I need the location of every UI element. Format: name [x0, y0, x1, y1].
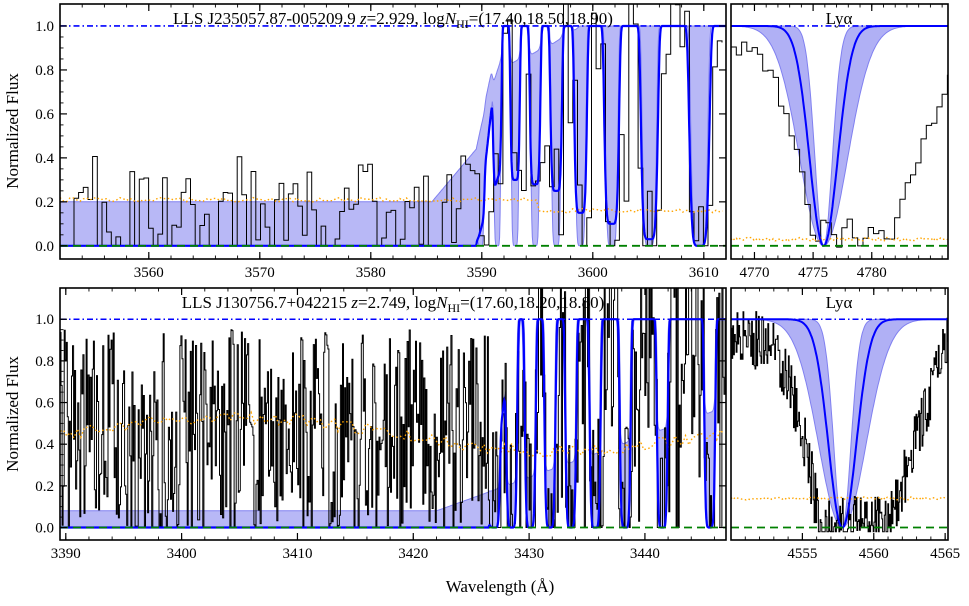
y-tick-label: 0.6 [35, 107, 54, 123]
error-line [731, 495, 948, 501]
y-tick-label: 0.4 [35, 151, 54, 167]
x-tick-label: 4560 [859, 546, 889, 562]
x-tick-label: 4770 [739, 265, 769, 281]
uncertainty-band [60, 318, 726, 528]
y-tick-label: 0.2 [35, 195, 54, 211]
panel-title: Lyα [826, 293, 853, 312]
panel-top-right: 4770 4775 4780 Lyα [730, 3, 949, 281]
y-tick-label: 0.8 [35, 354, 54, 370]
x-tick-label: 3420 [398, 546, 428, 562]
y-tick-label: 0.2 [35, 479, 54, 495]
plot-frame [730, 3, 949, 260]
plot-frame [59, 287, 727, 541]
model-line [731, 25, 948, 247]
y-tick-label: 1.0 [35, 19, 54, 35]
y-tick-label: 0.8 [35, 63, 54, 79]
x-axis-label: Wavelength (Å) [446, 577, 555, 596]
panel-top-left: 3560 3570 3580 3590 3600 3610 0.0 0.2 0.4 0.6 0.8 1… [35, 3, 727, 281]
error-line [731, 236, 948, 242]
x-tick-label: 3570 [245, 265, 275, 281]
y-axis-label-top: Normalized Flux [3, 73, 22, 189]
error-line [60, 196, 723, 214]
uncertainty-band [60, 25, 726, 247]
x-tick-label: 3590 [467, 265, 497, 281]
x-tick-label: 3390 [51, 546, 81, 562]
x-tick-label: 3580 [356, 265, 386, 281]
panel-title: LLS J235057.87-005209.9 z=2.929, logNHI=… [173, 9, 613, 31]
x-tick-label: 4555 [787, 546, 817, 562]
error-line [60, 410, 725, 458]
x-tick-label: 3560 [134, 265, 164, 281]
y-tick-label: 0.4 [35, 437, 54, 453]
y-axis-label-bottom: Normalized Flux [3, 356, 22, 472]
y-tick-label: 0.6 [35, 396, 54, 412]
y-tick-label: 1.0 [35, 312, 54, 328]
x-tick-label: 3410 [282, 546, 312, 562]
x-tick-label: 4775 [798, 265, 828, 281]
panel-bottom-right: 4555 4560 4565 Lyα [730, 287, 960, 562]
plot-frame [730, 287, 949, 541]
panel-bottom-left: 3390 3400 3410 3420 3430 3440 0.0 0.2 0.4 0.6 0.8 1… [35, 287, 727, 562]
y-tick-label: 0.0 [35, 239, 54, 255]
flux-spectrum [60, 288, 726, 528]
x-tick-label: 3430 [514, 546, 544, 562]
x-tick-label: 3400 [167, 546, 197, 562]
x-tick-label: 4780 [857, 265, 887, 281]
flux-spectrum [60, 4, 723, 247]
y-tick-label: 0.0 [35, 521, 54, 537]
x-tick-label: 3440 [630, 546, 660, 562]
flux-spectrum [731, 311, 948, 533]
panel-title: LLS J130756.7+042215 z=2.749, logNHI=(17… [182, 293, 605, 315]
x-tick-label: 3610 [689, 265, 719, 281]
x-tick-label: 4565 [930, 546, 960, 562]
flux-spectrum [731, 41, 948, 248]
panel-title: Lyα [826, 9, 853, 28]
x-tick-label: 3600 [578, 265, 608, 281]
